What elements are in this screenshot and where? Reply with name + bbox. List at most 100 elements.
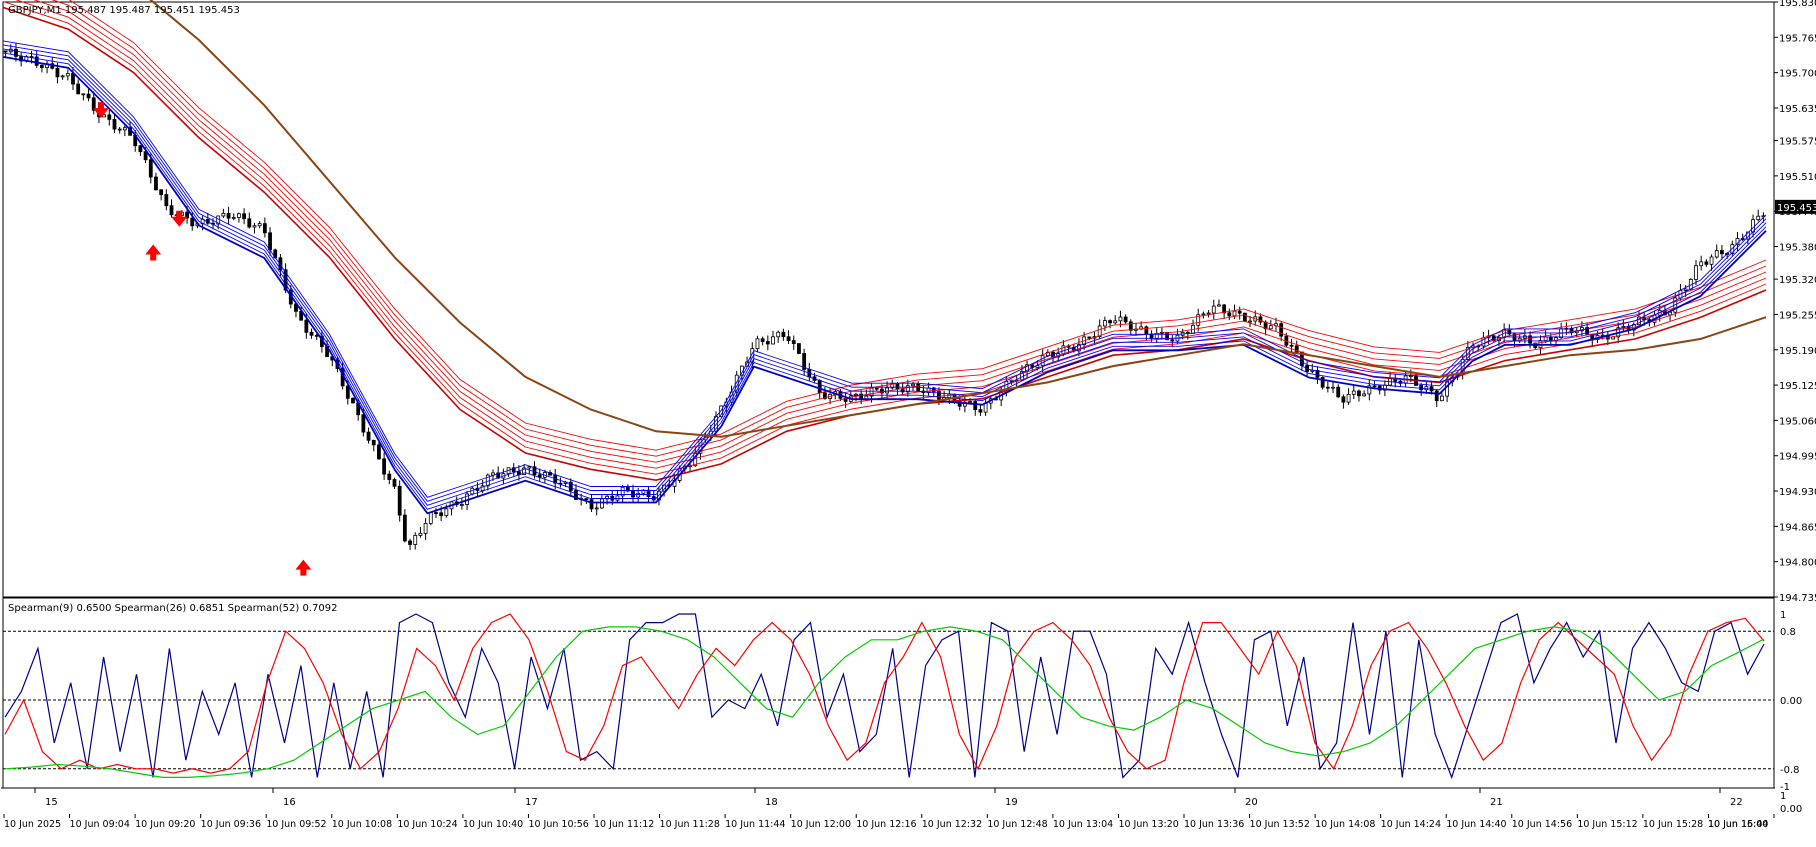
price-tick-label: 195.255 <box>1779 310 1816 321</box>
oscillator-tick-label: -1 <box>1780 782 1790 793</box>
current-price-tag: 195.453 <box>1775 199 1816 214</box>
main-panel-frame[interactable] <box>2 1 1775 598</box>
candle-body <box>1227 312 1232 317</box>
candle-body <box>911 383 915 387</box>
price-tick-label: 195.830 <box>1779 0 1816 9</box>
slow-ema-line <box>33 0 1767 463</box>
signal-arrows-layer <box>92 102 312 576</box>
fast-ema-line <box>2 40 1767 498</box>
candle-body <box>1232 310 1237 317</box>
candle-body <box>1709 256 1714 265</box>
candle-body <box>760 338 765 342</box>
candle-body <box>781 331 786 338</box>
candle-body <box>86 93 91 99</box>
main-panel-header: GBPJPY,M1 195.487 195.487 195.451 195.45… <box>8 5 240 16</box>
price-axis: 195.830 195.765 195.700 195.635 195.575 195.5… <box>1774 0 1816 604</box>
candle-body <box>1118 316 1123 322</box>
candle-body <box>351 397 355 404</box>
candle-body <box>1123 316 1128 323</box>
candle-body <box>1268 325 1273 330</box>
candle-body <box>1128 321 1133 331</box>
candle-body <box>1237 310 1242 314</box>
sell-arrow-icon <box>171 210 188 227</box>
time-label: 10 Jun 09:52 <box>266 819 326 830</box>
candle-body <box>1543 336 1548 341</box>
price-tick-label: 195.700 <box>1779 69 1816 80</box>
sub-panel-frame[interactable] <box>2 597 1775 789</box>
long-ma-line <box>149 0 1767 438</box>
candle-body <box>3 50 8 53</box>
candle-body <box>594 507 599 510</box>
price-tick-label: 195.320 <box>1779 275 1816 286</box>
candle-body <box>1367 385 1372 395</box>
candle-body <box>1113 320 1118 324</box>
oscillator-axis: 10.80.00-0.8-110.00 <box>1780 610 1802 815</box>
candle-body <box>1217 304 1221 307</box>
candle-body <box>107 114 112 120</box>
candle-body <box>1201 313 1206 316</box>
price-tick-label: 195.060 <box>1779 416 1816 427</box>
candle-body <box>1434 390 1439 402</box>
candle-body <box>361 414 366 433</box>
candle-body <box>1170 339 1175 342</box>
candle-body <box>786 336 791 341</box>
candle-body <box>817 380 822 394</box>
candle-body <box>1248 320 1252 323</box>
candle-body <box>1206 312 1211 315</box>
candle-body <box>646 489 651 497</box>
candle-body <box>252 225 257 228</box>
candle-body <box>278 257 283 271</box>
candle-body <box>91 97 96 111</box>
slow-ema-line <box>2 0 1767 475</box>
candle-body <box>802 353 807 370</box>
candle-body <box>60 75 65 78</box>
candle-body <box>1315 369 1320 378</box>
candle-body <box>39 64 44 68</box>
candle-body <box>81 93 86 96</box>
slow-ema-line <box>68 0 1767 451</box>
spearman-52-line <box>4 626 1765 779</box>
candle-body <box>402 514 407 542</box>
candle-body <box>615 495 620 501</box>
candle-body <box>247 218 252 228</box>
time-label: 10 Jun 10:24 <box>397 819 457 830</box>
oscillator-tick-label: 1 <box>1780 610 1786 621</box>
candle-body <box>1336 386 1341 398</box>
price-tick-label: 194.800 <box>1779 558 1816 569</box>
price-tick-label: 195.510 <box>1779 172 1816 183</box>
day-label: 20 <box>1245 797 1258 808</box>
candle-body <box>574 490 578 500</box>
candle-body <box>76 83 81 95</box>
time-label: 10 Jun 16:00 <box>1708 819 1768 830</box>
sell-arrow-icon <box>92 102 109 119</box>
candle-body <box>423 523 428 534</box>
oscillator-layer <box>3 613 1774 780</box>
candle-body <box>309 331 314 336</box>
candle-body <box>797 343 801 354</box>
candle-body <box>620 486 625 497</box>
candle-body <box>65 73 70 77</box>
candle-body <box>377 444 381 460</box>
candle-body <box>382 458 387 475</box>
day-label: 22 <box>1730 797 1743 808</box>
candle-body <box>1585 327 1590 335</box>
oscillator-tick-label: 0.00 <box>1780 696 1802 707</box>
candle-body <box>459 504 464 506</box>
candle-body <box>257 223 262 227</box>
current-price-label: 195.453 <box>1777 203 1816 214</box>
candle-body <box>1346 393 1351 403</box>
candle-body <box>771 336 775 345</box>
candle-body <box>822 392 827 399</box>
candle-body <box>392 479 397 487</box>
candle-body <box>143 151 148 161</box>
time-label: 10 Jun 12:16 <box>856 819 916 830</box>
candle-body <box>304 319 309 333</box>
candle-body <box>71 73 75 85</box>
candle-body <box>169 205 174 216</box>
candle-body <box>937 391 941 400</box>
fast-ema-line <box>2 48 1767 506</box>
candle-body <box>387 473 392 480</box>
candle-body <box>895 383 900 390</box>
time-label: 10 Jun 13:52 <box>1250 819 1310 830</box>
